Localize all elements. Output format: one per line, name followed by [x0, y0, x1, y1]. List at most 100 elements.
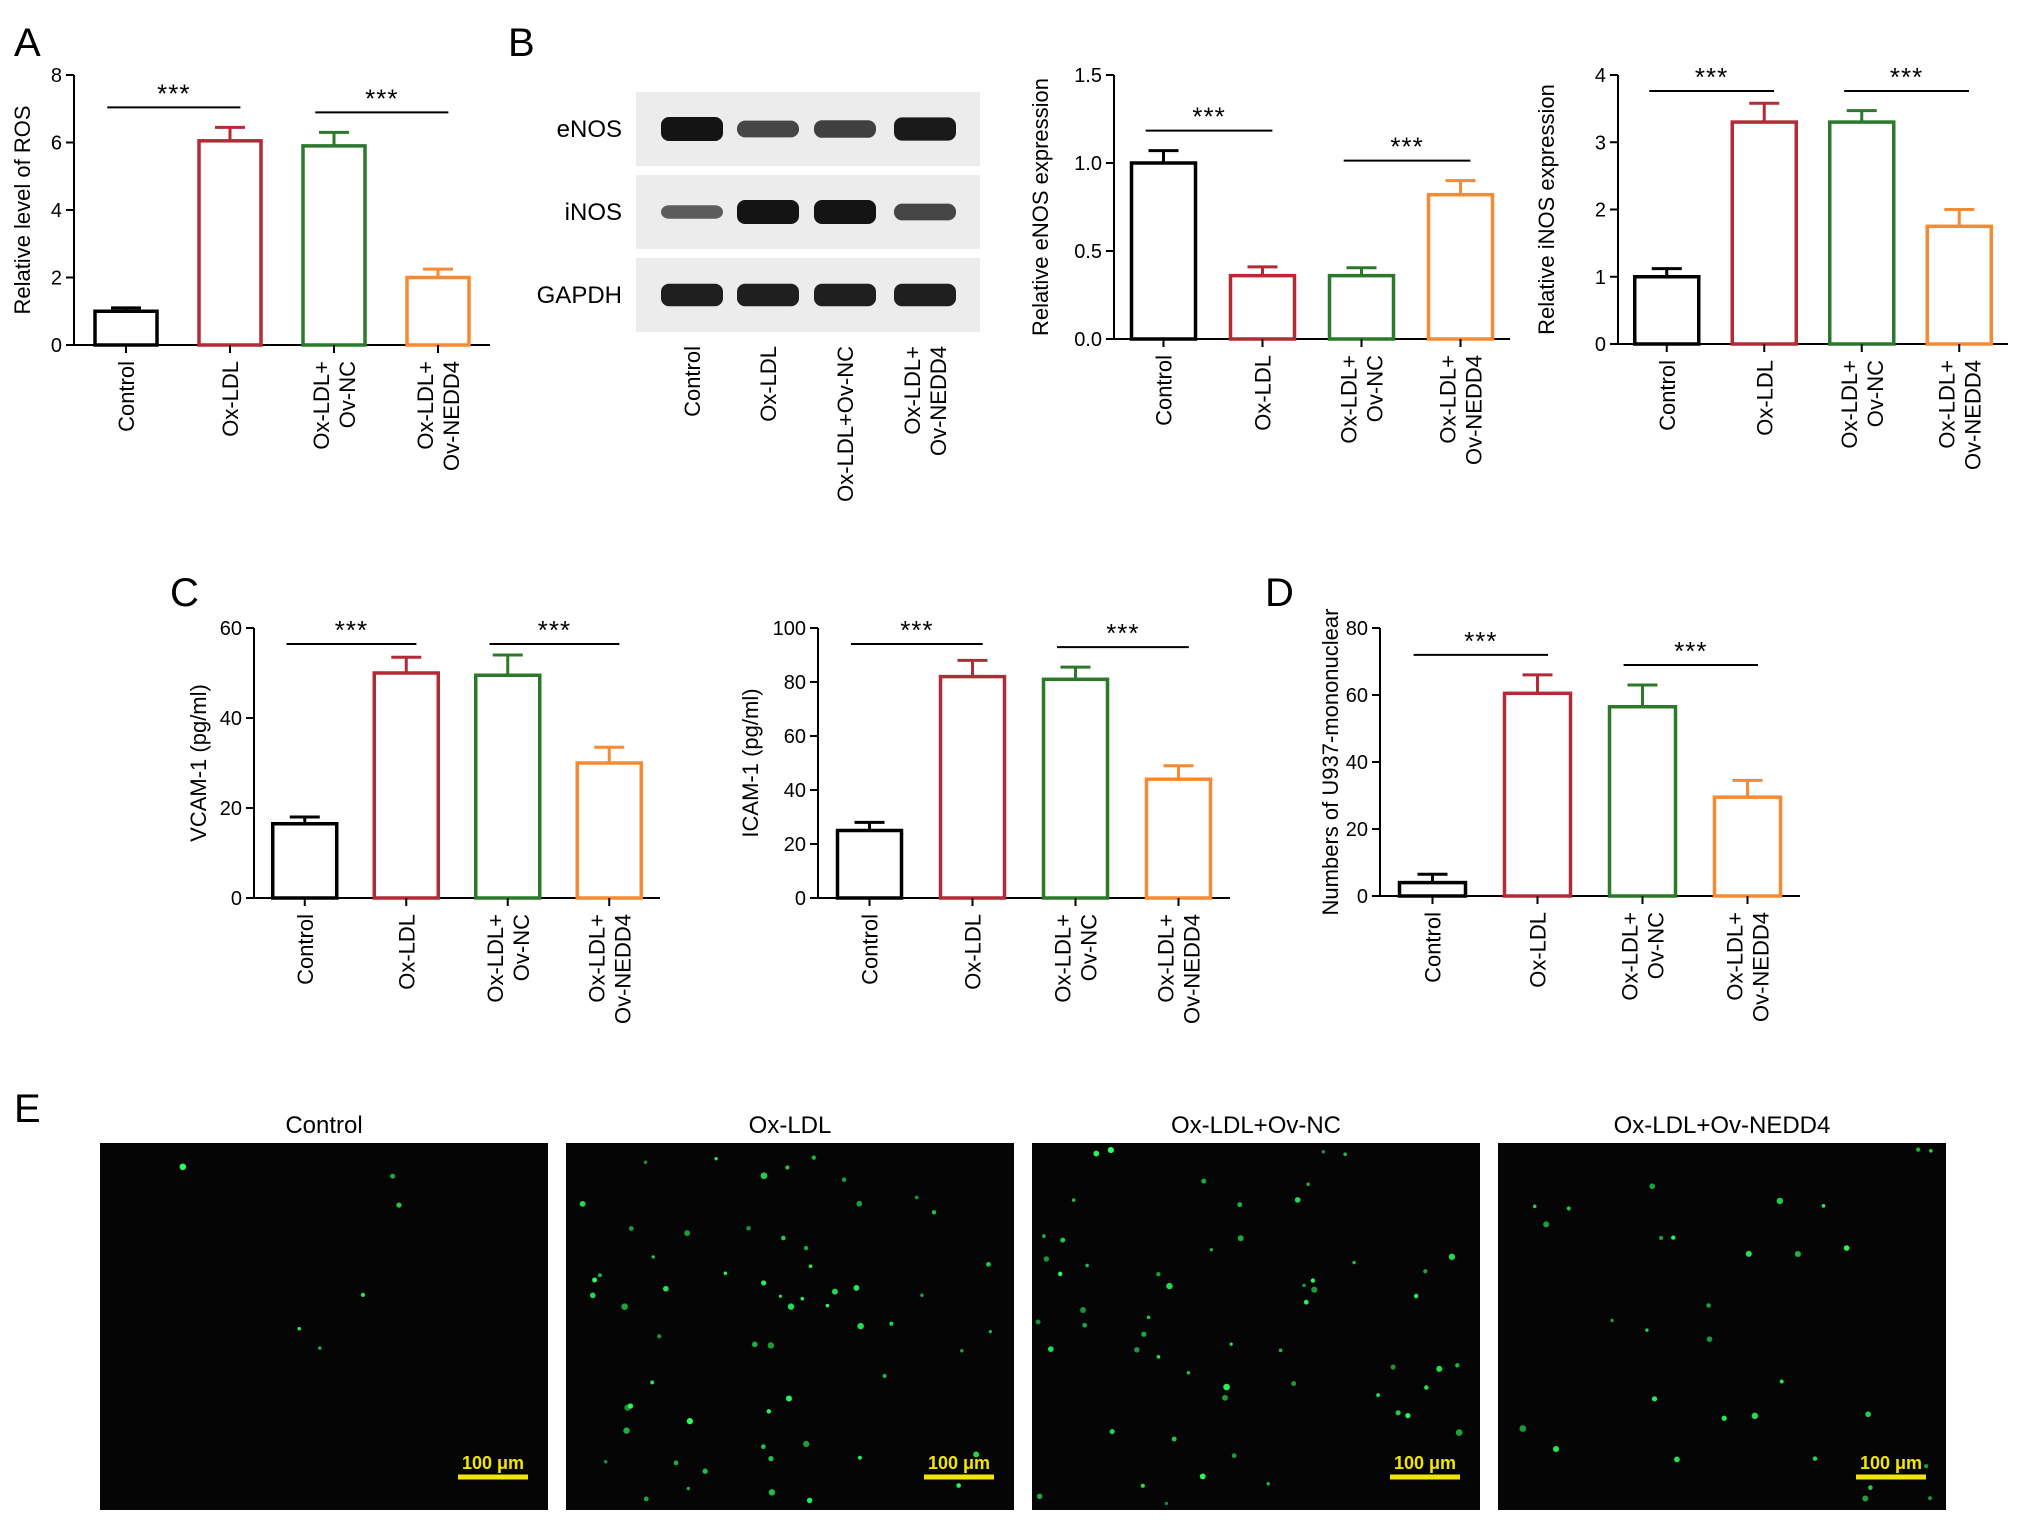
fluorescent-cell — [628, 1226, 634, 1231]
x-tick-label: Ov-NEDD4 — [1462, 355, 1487, 465]
fluorescent-cell — [1776, 1197, 1784, 1205]
fluorescent-cell — [1186, 1371, 1191, 1375]
fluorescent-cell — [960, 1349, 964, 1353]
fluorescent-cell — [592, 1277, 597, 1283]
fluorescent-cell — [1035, 1319, 1041, 1325]
fluorescent-cell — [1916, 1147, 1921, 1152]
bar — [1426, 192, 1495, 341]
bar — [1712, 795, 1783, 898]
blot-band — [737, 200, 799, 224]
fluorescent-cell — [297, 1327, 301, 1331]
x-tick-label: Ox-LDL+ — [309, 361, 334, 450]
significance-label: *** — [1106, 618, 1139, 648]
fluorescent-cell — [1107, 1146, 1114, 1154]
y-axis-label: Relative eNOS expression — [1028, 78, 1053, 336]
chart-b-enos: 0.0 0.5 1.0 1.5 Relative eNOS expression Cont… — [1028, 65, 1510, 465]
fluorescent-cell — [1036, 1493, 1043, 1500]
fluorescent-cell — [1706, 1303, 1711, 1308]
fluorescent-cell — [920, 1293, 924, 1298]
fluorescent-cell — [1321, 1150, 1325, 1154]
y-tick-label: 80 — [784, 672, 806, 694]
fluorescent-cell — [1343, 1152, 1348, 1157]
x-tick-label: Ov-NC — [1644, 912, 1669, 979]
micrograph — [566, 1143, 1014, 1510]
fluorescent-cell — [1868, 1485, 1873, 1490]
x-tick-label: Ox-LDL+ — [1436, 355, 1461, 444]
fluorescent-cell — [603, 1460, 608, 1464]
x-tick-label: Ox-LDL+ — [1051, 914, 1076, 1003]
fluorescent-cell — [988, 1329, 993, 1334]
significance-label: *** — [900, 615, 933, 645]
fluorescent-cell — [760, 1444, 766, 1450]
micrograph — [1498, 1143, 1946, 1510]
fluorescent-cell — [1058, 1271, 1063, 1277]
blot-row-label: eNOS — [557, 116, 622, 143]
x-tick-label: Ov-NEDD4 — [610, 914, 635, 1024]
blot-band — [894, 283, 956, 307]
fluorescent-cell — [1043, 1256, 1050, 1262]
bar — [938, 674, 1007, 900]
fluorescent-cell — [1303, 1299, 1309, 1305]
bar — [1327, 273, 1396, 341]
fluorescent-cell — [1085, 1263, 1089, 1268]
fluorescent-cell — [1553, 1445, 1560, 1453]
x-tick-label: Ox-LDL+ — [584, 914, 609, 1003]
fluorescent-cell — [1231, 1453, 1237, 1459]
significance-label: *** — [1390, 132, 1423, 162]
y-tick-label: 4 — [51, 200, 62, 222]
fluorescent-cell — [1237, 1202, 1243, 1208]
fluorescent-cell — [579, 1200, 586, 1207]
x-tick-label: Control — [1421, 912, 1446, 983]
y-tick-label: 20 — [1346, 819, 1368, 841]
fluorescent-cell — [1721, 1415, 1727, 1421]
x-tick-label: Control — [114, 361, 139, 432]
fluorescent-cell — [1141, 1331, 1147, 1337]
micrograph-title: Ox-LDL — [749, 1112, 832, 1139]
micrograph — [1032, 1143, 1480, 1510]
x-tick-label: Ov-NC — [509, 914, 534, 981]
fluorescent-cell — [1071, 1198, 1076, 1202]
bar-charts: 0 2 4 6 8 Relative level of ROS Control Ox-LDL O… — [10, 62, 2008, 1024]
fluorescent-cell — [589, 1292, 596, 1299]
fluorescent-cell — [360, 1292, 366, 1297]
bar — [1228, 273, 1297, 341]
panel-letter-e: E — [14, 1087, 41, 1131]
y-tick-label: 60 — [1346, 685, 1368, 707]
y-tick-label: 0 — [795, 888, 806, 910]
y-axis-label: Numbers of U937-mononuclear — [1318, 609, 1343, 916]
blot-lane-label: Control — [680, 346, 705, 417]
fluorescent-cell — [1413, 1293, 1419, 1299]
y-tick-label: 6 — [51, 133, 62, 155]
bar — [835, 828, 904, 900]
scale-bar-label: 100 μm — [1394, 1453, 1456, 1473]
fluorescent-cell — [1266, 1482, 1271, 1486]
bar — [271, 822, 339, 900]
blot-lane-label: Ox-LDL+ — [900, 346, 925, 435]
fluorescent-cell — [657, 1334, 662, 1339]
x-tick-label: Ox-LDL+ — [1934, 360, 1959, 449]
x-tick-label: Ov-NC — [1863, 360, 1888, 427]
bar — [1397, 880, 1468, 898]
fluorescent-cell — [986, 1261, 991, 1267]
bar — [1502, 691, 1573, 898]
fluorescent-cell — [857, 1322, 864, 1330]
x-tick-label: Ov-NC — [1363, 355, 1388, 422]
western-blot: eNOS iNOS GAPDH Control Ox-LDL Ox-LDL+Ov-NC Ox… — [537, 92, 980, 502]
fluorescent-cell — [714, 1157, 718, 1161]
significance-label: *** — [1674, 636, 1707, 666]
blot-band — [814, 120, 876, 138]
y-axis-label: ICAM-1 (pg/ml) — [738, 688, 763, 837]
fluorescent-cell — [673, 1460, 679, 1466]
bar — [474, 673, 542, 900]
fluorescent-cell — [1134, 1347, 1140, 1353]
fluorescent-cell — [1645, 1328, 1649, 1332]
bar — [1828, 120, 1896, 346]
fluorescent-cell — [914, 1195, 919, 1200]
fluorescent-cell — [1047, 1346, 1054, 1353]
y-tick-label: 40 — [784, 780, 806, 802]
micrograph-title: Ox-LDL+Ov-NEDD4 — [1614, 1112, 1831, 1139]
fluorescent-cell — [973, 1451, 980, 1458]
fluorescent-cell — [1455, 1429, 1463, 1436]
fluorescent-cell — [1455, 1363, 1460, 1368]
fluorescent-cell — [1794, 1250, 1801, 1258]
